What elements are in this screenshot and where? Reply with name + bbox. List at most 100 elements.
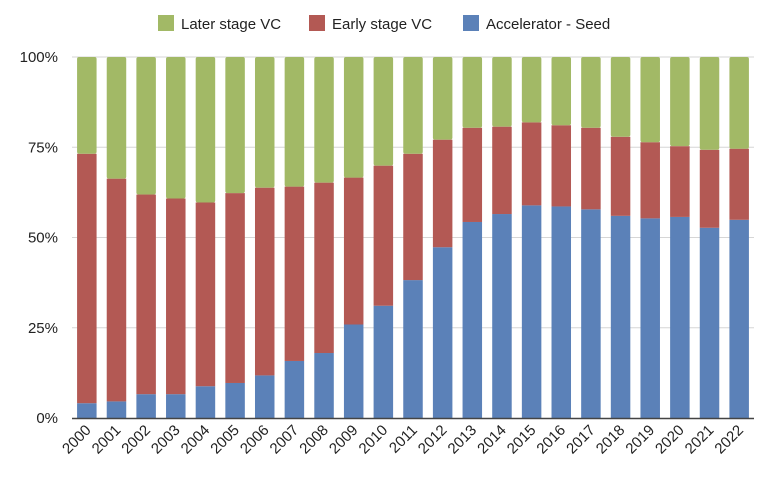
bar-later-stage-vc-2012 — [432, 57, 453, 140]
bar-accelerator-seed-2010 — [373, 305, 394, 418]
legend-label: Early stage VC — [332, 16, 432, 33]
x-tick-label: 2013 — [445, 422, 481, 458]
x-tick-label: 2000 — [59, 422, 95, 458]
x-tick-label: 2001 — [89, 422, 125, 458]
bar-early-stage-vc-2021 — [699, 149, 720, 228]
bar-accelerator-seed-2015 — [521, 205, 542, 418]
bar-early-stage-vc-2011 — [403, 153, 423, 281]
bar-accelerator-seed-2014 — [492, 214, 512, 418]
bar-accelerator-seed-2020 — [670, 216, 690, 418]
x-tick-label: 2012 — [415, 422, 451, 458]
bar-accelerator-seed-2009 — [343, 324, 364, 418]
bar-later-stage-vc-2017 — [581, 57, 601, 128]
bar-accelerator-seed-2018 — [610, 215, 631, 418]
bar-later-stage-vc-2001 — [106, 57, 127, 179]
bar-accelerator-seed-2013 — [462, 221, 483, 418]
y-tick-label: 0% — [36, 410, 58, 427]
x-tick-label: 2010 — [356, 422, 392, 458]
bar-accelerator-seed-2017 — [581, 209, 601, 418]
legend: Later stage VC Early stage VC Accelerator … — [158, 15, 610, 33]
x-tick-label: 2007 — [267, 422, 303, 458]
x-axis-ticks: 2000200120022003200420052006200720082009… — [59, 422, 747, 458]
bar-later-stage-vc-2003 — [166, 57, 186, 199]
x-tick-label: 2009 — [326, 422, 362, 458]
bar-later-stage-vc-2016 — [551, 57, 572, 126]
legend-label: Accelerator - Seed — [486, 16, 610, 33]
bar-early-stage-vc-2003 — [166, 198, 186, 395]
y-tick-label: 25% — [28, 320, 58, 337]
bar-later-stage-vc-2014 — [492, 57, 512, 127]
bar-accelerator-seed-2007 — [284, 360, 305, 418]
x-tick-label: 2003 — [148, 422, 184, 458]
y-tick-label: 50% — [28, 230, 58, 247]
bar-accelerator-seed-2000 — [77, 403, 97, 418]
bar-accelerator-seed-2011 — [403, 280, 423, 418]
bar-accelerator-seed-2001 — [106, 401, 127, 418]
bar-accelerator-seed-2022 — [729, 219, 749, 418]
bar-early-stage-vc-2004 — [195, 202, 216, 387]
bar-accelerator-seed-2002 — [136, 394, 156, 418]
x-tick-label: 2006 — [237, 422, 273, 458]
y-axis-ticks: 0% 25% 50% 75% 100% — [20, 49, 58, 427]
bar-later-stage-vc-2018 — [610, 57, 631, 137]
bar-accelerator-seed-2005 — [225, 382, 245, 418]
x-tick-label: 2020 — [652, 422, 688, 458]
bar-early-stage-vc-2008 — [314, 182, 334, 354]
y-tick-label: 100% — [20, 49, 58, 66]
bar-accelerator-seed-2021 — [699, 227, 720, 418]
bar-early-stage-vc-2009 — [343, 177, 364, 325]
bar-early-stage-vc-2013 — [462, 127, 483, 222]
bar-accelerator-seed-2003 — [166, 394, 186, 418]
x-tick-label: 2002 — [118, 422, 154, 458]
bar-early-stage-vc-2000 — [77, 153, 97, 404]
x-tick-label: 2016 — [533, 422, 569, 458]
bar-later-stage-vc-2008 — [314, 57, 334, 183]
bar-later-stage-vc-2007 — [284, 57, 305, 187]
bar-early-stage-vc-2019 — [640, 142, 660, 219]
bar-early-stage-vc-2020 — [670, 146, 690, 217]
x-tick-label: 2021 — [682, 422, 718, 458]
bar-early-stage-vc-2007 — [284, 186, 305, 361]
x-tick-label: 2017 — [563, 422, 599, 458]
bar-early-stage-vc-2018 — [610, 136, 631, 216]
bar-later-stage-vc-2011 — [403, 57, 423, 154]
bar-later-stage-vc-2009 — [343, 57, 364, 178]
bar-early-stage-vc-2006 — [254, 187, 275, 376]
legend-label: Later stage VC — [181, 16, 281, 33]
bar-accelerator-seed-2004 — [195, 386, 216, 418]
x-tick-label: 2022 — [711, 422, 747, 458]
bar-early-stage-vc-2005 — [225, 193, 245, 383]
bar-later-stage-vc-2002 — [136, 57, 156, 195]
bar-accelerator-seed-2016 — [551, 206, 572, 418]
bar-accelerator-seed-2019 — [640, 218, 660, 418]
bar-later-stage-vc-2000 — [77, 57, 97, 154]
y-tick-label: 75% — [28, 139, 58, 156]
legend-swatch — [309, 15, 325, 31]
bar-later-stage-vc-2004 — [195, 57, 216, 203]
bar-later-stage-vc-2019 — [640, 57, 660, 143]
bar-accelerator-seed-2008 — [314, 353, 334, 418]
bar-early-stage-vc-2010 — [373, 165, 394, 306]
bar-early-stage-vc-2012 — [432, 139, 453, 248]
bar-later-stage-vc-2005 — [225, 57, 245, 194]
bar-early-stage-vc-2016 — [551, 125, 572, 207]
bar-early-stage-vc-2014 — [492, 126, 512, 215]
x-tick-label: 2008 — [296, 422, 332, 458]
bar-early-stage-vc-2002 — [136, 194, 156, 395]
bar-later-stage-vc-2020 — [670, 57, 690, 147]
bar-later-stage-vc-2015 — [521, 57, 542, 123]
bars — [77, 57, 749, 418]
bar-early-stage-vc-2015 — [521, 122, 542, 206]
bar-accelerator-seed-2006 — [254, 375, 275, 418]
bar-later-stage-vc-2022 — [729, 57, 749, 149]
bar-accelerator-seed-2012 — [432, 247, 453, 418]
x-tick-label: 2004 — [178, 422, 214, 458]
x-tick-label: 2015 — [504, 422, 540, 458]
bar-later-stage-vc-2006 — [254, 57, 275, 188]
legend-swatch — [463, 15, 479, 31]
bar-later-stage-vc-2021 — [699, 57, 720, 150]
bar-later-stage-vc-2010 — [373, 57, 394, 166]
x-tick-label: 2005 — [207, 422, 243, 458]
bar-later-stage-vc-2013 — [462, 57, 483, 128]
